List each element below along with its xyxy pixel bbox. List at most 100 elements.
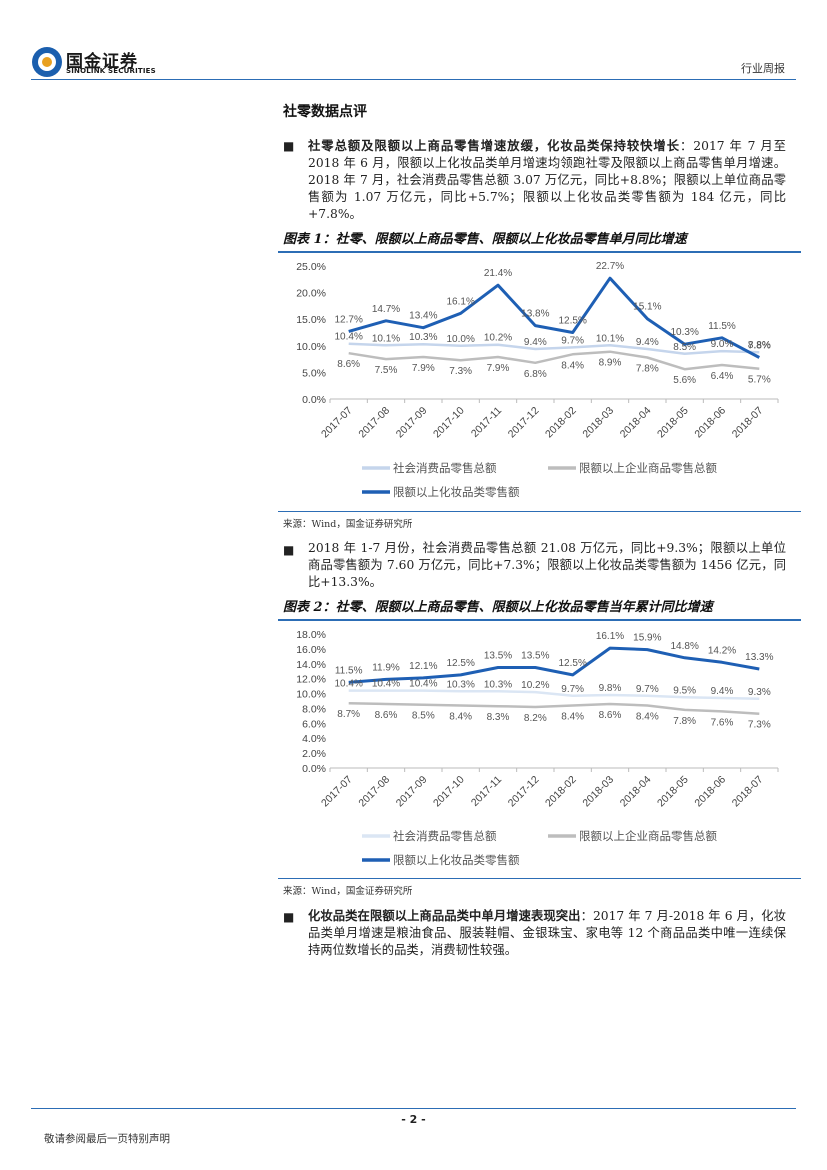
data-label: 9.8% <box>599 683 622 694</box>
data-label: 13.5% <box>484 651 512 662</box>
data-label: 7.8% <box>673 716 696 727</box>
data-label: 12.7% <box>334 314 362 325</box>
data-label: 22.7% <box>596 261 624 272</box>
data-label: 10.1% <box>372 333 400 344</box>
series-line <box>348 276 761 359</box>
x-tick-label: 2018-06 <box>692 774 728 810</box>
data-label: 10.0% <box>446 334 474 345</box>
legend-label: 社会消费品零售总额 <box>393 829 497 843</box>
x-tick-label: 2017-12 <box>506 774 542 810</box>
data-label: 13.5% <box>521 651 549 662</box>
data-label: 5.6% <box>673 375 696 386</box>
figure-2-bottom-rule <box>278 878 801 879</box>
page-number: - 2 - <box>401 1113 426 1126</box>
x-tick-label: 2018-04 <box>618 405 654 441</box>
x-tick-label: 2018-03 <box>580 774 616 810</box>
data-label: 11.9% <box>372 662 400 673</box>
paragraph-1-bold: 社零总额及限额以上商品零售增速放缓，化妆品类保持较快增长 <box>308 138 681 153</box>
x-tick-label: 2017-10 <box>431 405 467 441</box>
x-tick-label: 2018-02 <box>543 774 579 810</box>
data-label: 5.7% <box>748 375 771 386</box>
data-label: 16.1% <box>446 296 474 307</box>
y-tick-label: 6.0% <box>302 718 326 730</box>
data-label: 10.3% <box>446 679 474 690</box>
y-tick-label: 8.0% <box>302 703 326 715</box>
data-label: 6.8% <box>524 369 547 380</box>
figure-2-source: 来源：Wind，国金证券研究所 <box>283 886 413 897</box>
data-label: 8.7% <box>337 709 360 720</box>
data-label: 8.8% <box>748 340 771 351</box>
y-tick-label: 5.0% <box>302 367 326 379</box>
data-label: 9.7% <box>561 684 584 695</box>
section-title: 社零数据点评 <box>283 104 367 120</box>
x-tick-label: 2018-02 <box>543 405 579 441</box>
data-label: 12.5% <box>558 316 586 327</box>
logo-text-cn: 国金证券 <box>66 52 138 72</box>
footer-disclaimer: 敬请参阅最后一页特别声明 <box>44 1133 170 1145</box>
data-label: 7.6% <box>711 717 734 728</box>
legend-label: 限额以上化妆品类零售额 <box>393 853 520 867</box>
bullet-marker: ■ <box>283 139 295 153</box>
paragraph-3-text: ：2017 年 7 月-2018 年 6 月，化妆品类单月增速是粮油食品、服装鞋… <box>308 909 786 957</box>
data-label: 8.4% <box>449 711 472 722</box>
y-tick-label: 0.0% <box>302 394 326 406</box>
y-tick-label: 4.0% <box>302 733 326 745</box>
data-label: 8.9% <box>599 358 622 369</box>
data-label: 8.3% <box>487 712 510 723</box>
data-label: 7.5% <box>375 365 398 376</box>
series-line <box>348 646 760 684</box>
data-label: 16.1% <box>596 631 624 642</box>
data-label: 10.3% <box>670 327 698 338</box>
data-label: 6.4% <box>711 371 734 382</box>
x-tick-label: 2017-10 <box>431 774 467 810</box>
legend-label: 限额以上化妆品类零售额 <box>393 485 520 499</box>
data-label: 7.9% <box>487 363 510 374</box>
data-label: 14.7% <box>372 304 400 315</box>
data-label: 10.1% <box>596 333 624 344</box>
chart-2: 0.0% 2.0% 4.0% 6.0% 8.0% 10.0% 12.0% 14.0% 16.0%… <box>296 629 779 867</box>
x-tick-label: 2018-03 <box>580 405 616 441</box>
legend-label: 限额以上企业商品零售总额 <box>579 829 717 843</box>
y-tick-label: 20.0% <box>296 288 326 300</box>
legend-label: 限额以上企业商品零售总额 <box>579 461 717 475</box>
data-label: 7.9% <box>412 363 435 374</box>
x-tick-label: 2018-07 <box>730 774 766 810</box>
legend-label: 社会消费品零售总额 <box>393 461 497 475</box>
data-label: 12.1% <box>409 661 437 672</box>
data-label: 8.6% <box>599 710 622 721</box>
data-label: 9.4% <box>636 337 659 348</box>
bullet-marker: ■ <box>283 910 295 924</box>
data-label: 10.3% <box>409 332 437 343</box>
company-logo-icon <box>32 47 62 77</box>
data-label: 10.4% <box>372 679 400 690</box>
figure-2-title: 图表 2：社零、限额以上商品零售、限额以上化妆品零售当年累计同比增速 <box>283 597 801 619</box>
data-label: 7.8% <box>636 364 659 375</box>
y-tick-label: 2.0% <box>302 748 326 760</box>
x-tick-label: 2017-12 <box>506 405 542 441</box>
data-label: 8.4% <box>561 711 584 722</box>
data-label: 10.4% <box>409 679 437 690</box>
figure-2-top-rule <box>278 619 801 621</box>
data-label: 9.5% <box>673 685 696 696</box>
y-tick-label: 25.0% <box>296 261 326 273</box>
data-label: 8.5% <box>673 342 696 353</box>
data-label: 15.9% <box>633 633 661 644</box>
x-tick-label: 2018-05 <box>655 405 691 441</box>
y-tick-label: 18.0% <box>296 629 326 641</box>
data-label: 8.6% <box>375 710 398 721</box>
y-tick-label: 16.0% <box>296 644 326 656</box>
x-tick-label: 2018-04 <box>618 774 654 810</box>
data-label: 11.5% <box>335 665 363 676</box>
data-label: 12.5% <box>446 658 474 669</box>
data-label: 7.8% <box>748 341 771 352</box>
y-tick-label: 15.0% <box>296 314 326 326</box>
data-label: 9.7% <box>636 684 659 695</box>
y-tick-label: 0.0% <box>302 763 326 775</box>
data-label: 9.4% <box>711 686 734 697</box>
data-label: 7.3% <box>748 720 771 731</box>
y-tick-label: 14.0% <box>296 659 326 671</box>
y-tick-label: 10.0% <box>296 341 326 353</box>
data-label: 10.4% <box>334 332 362 343</box>
data-label: 8.4% <box>636 711 659 722</box>
x-tick-label: 2018-05 <box>655 774 691 810</box>
